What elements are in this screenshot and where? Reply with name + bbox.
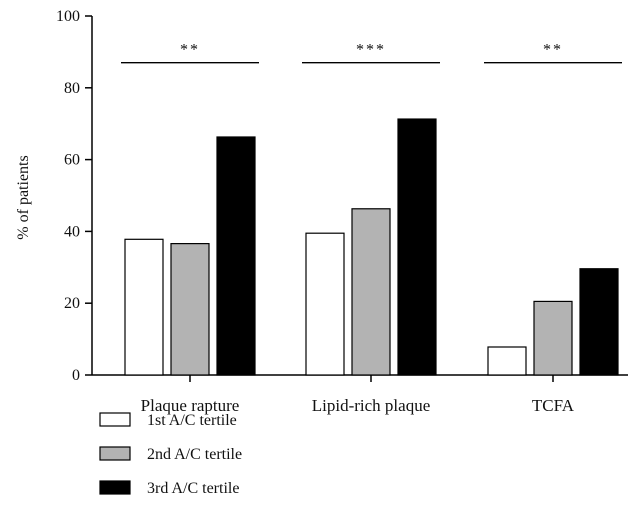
bars [124,118,619,376]
y-axis-title: % of patients [15,155,32,239]
x-category-label: TCFA [532,396,575,415]
bar-3-1 [216,136,256,376]
legend-swatch [99,480,131,495]
y-tick-label: 100 [56,8,80,25]
significance-label: *** [356,42,386,59]
significance-label: ** [180,42,200,59]
y-tick-label: 60 [64,152,80,169]
legend-label: 2nd A/C tertile [147,446,242,463]
bar-1-1 [124,238,164,376]
y-tick-label: 40 [64,223,80,240]
legend-swatch [99,446,131,461]
bar-3-2 [397,118,437,376]
bar-2-1 [170,243,210,376]
legend: 1st A/C tertile 2nd A/C tertile 3rd A/C te… [99,412,242,497]
bar-2-3 [533,300,573,376]
significance-annotations: ** *** ** [121,42,622,64]
legend-label: 1st A/C tertile [147,412,237,429]
y-tick-label: 80 [64,80,80,97]
bar-1-3 [487,346,527,376]
significance-label: ** [543,42,563,59]
x-category-label: Lipid-rich plaque [312,396,431,415]
bar-1-2 [305,232,345,376]
bar-2-2 [351,208,391,376]
axes: 0 20 40 60 80 100 % of patients Plaque rapture L… [15,8,628,415]
x-category-label: Plaque rapture [141,396,240,415]
legend-label: 3rd A/C tertile [147,480,239,497]
legend-swatch [99,412,131,427]
y-tick-label: 0 [72,367,80,384]
y-tick-label: 20 [64,295,80,312]
bar-3-3 [579,268,619,376]
